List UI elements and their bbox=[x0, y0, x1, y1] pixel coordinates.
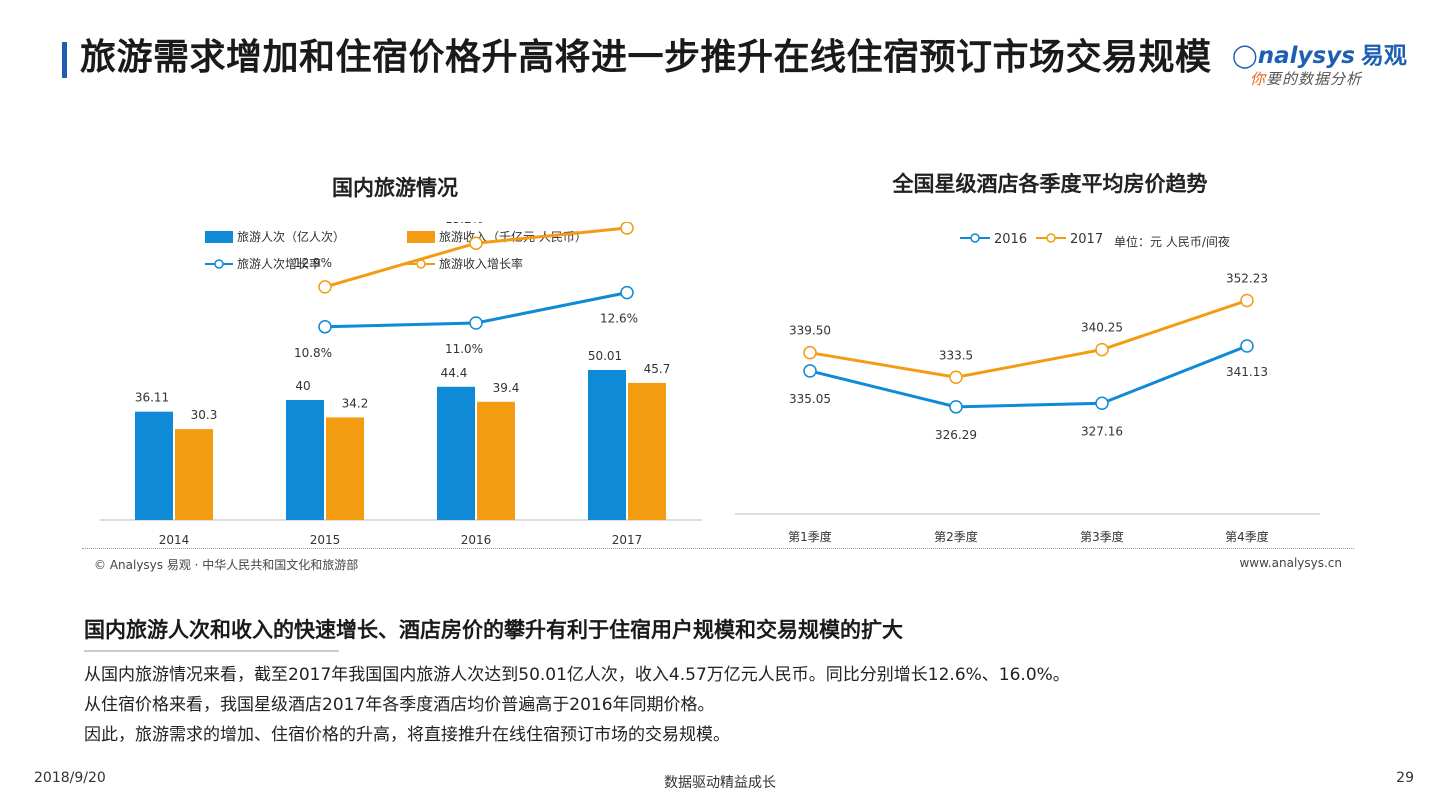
line-point-0-3 bbox=[620, 285, 634, 300]
bar-label-0-2016: 44.4 bbox=[441, 366, 468, 380]
price-point-2016-2 bbox=[949, 400, 963, 414]
source-divider bbox=[82, 548, 1354, 549]
price-line-2017 bbox=[809, 299, 1248, 379]
price-label-2017-1: 339.50 bbox=[789, 324, 831, 338]
line-point-0-1 bbox=[318, 320, 332, 334]
legend-label-3: 旅游收入增长率 bbox=[439, 256, 523, 271]
summary-line-2: 从住宿价格来看，我国星级酒店2017年各季度酒店均价普遍高于2016年同期价格。 bbox=[84, 695, 715, 715]
bar-1-2015 bbox=[326, 417, 364, 520]
price-point-2017-4 bbox=[1240, 293, 1254, 308]
legend-label-1: 旅游收入（千亿元 人民币） bbox=[439, 229, 587, 244]
logo-brand-cn: 易观 bbox=[1360, 43, 1407, 69]
bar-0-2015 bbox=[286, 400, 324, 520]
x-tick-2014: 2014 bbox=[159, 533, 190, 547]
price-label-2016-3: 327.16 bbox=[1081, 424, 1123, 438]
bar-1-2016 bbox=[477, 401, 515, 520]
page-title: 旅游需求增加和住宿价格升高将进一步推升在线住宿预订市场交易规模 bbox=[80, 37, 1212, 78]
legend-swatch-0 bbox=[205, 231, 233, 243]
bar-1-2017 bbox=[628, 382, 666, 520]
price-point-2017-3 bbox=[1095, 342, 1109, 357]
price-label-2017-3: 340.25 bbox=[1081, 321, 1123, 335]
bar-0-2016 bbox=[437, 386, 475, 520]
summary-underline bbox=[84, 650, 339, 652]
line-label-0-1: 10.8% bbox=[294, 346, 332, 360]
bar-label-0-2015: 40 bbox=[295, 379, 310, 393]
price-line-2016 bbox=[809, 344, 1248, 409]
bar-label-0-2014: 36.11 bbox=[135, 391, 169, 405]
x-tick-q1: 第1季度 bbox=[788, 529, 832, 544]
footer-slogan: 数据驱动精益成长 bbox=[664, 775, 776, 791]
website-url[interactable]: www.analysys.cn bbox=[1239, 556, 1342, 570]
price-label-2016-4: 341.13 bbox=[1226, 365, 1268, 379]
x-tick-2017: 2017 bbox=[612, 533, 643, 547]
legend2-marker-1 bbox=[1046, 233, 1056, 243]
line-point-1-3 bbox=[620, 222, 634, 235]
line-point-0-2 bbox=[469, 316, 483, 330]
price-label-2017-4: 352.23 bbox=[1226, 271, 1268, 285]
logo-brand: nalysys bbox=[1257, 43, 1355, 69]
logo-wordmark: ◯nalysys 易观 bbox=[1232, 36, 1407, 70]
unit-note: 单位：元 人民币/间夜 bbox=[1114, 234, 1230, 249]
bar-0-2017 bbox=[588, 369, 626, 520]
price-point-2016-4 bbox=[1240, 339, 1254, 353]
legend-marker-2 bbox=[214, 259, 224, 269]
x-tick-q4: 第4季度 bbox=[1225, 529, 1269, 544]
x-tick-2015: 2015 bbox=[310, 533, 341, 547]
line-label-1-2: 15.2% bbox=[445, 222, 483, 226]
legend2-marker-0 bbox=[970, 233, 980, 243]
price-label-2016-1: 335.05 bbox=[789, 392, 831, 406]
summary-title: 国内旅游人次和收入的快速增长、酒店房价的攀升有利于住宿用户规模和交易规模的扩大 bbox=[84, 618, 903, 642]
price-point-2016-3 bbox=[1095, 396, 1109, 411]
tourism-chart: 旅游人次（亿人次） 旅游收入（千亿元 人民币） 旅游人次增长率 旅游收入增长率 36.1… bbox=[100, 222, 702, 547]
line-label-1-1: 12.9% bbox=[294, 256, 332, 270]
summary-line-1: 从国内旅游情况来看，截至2017年我国国内旅游人次达到50.01亿人次，收入4.… bbox=[84, 665, 1070, 685]
logo-slogan-first: 你 bbox=[1250, 70, 1267, 88]
x-tick-q2: 第2季度 bbox=[934, 529, 978, 544]
logo-slogan: 你要的数据分析 bbox=[1250, 68, 1362, 89]
legend2-label-0: 2016 bbox=[994, 232, 1027, 247]
line-point-1-2 bbox=[469, 236, 483, 250]
bar-label-0-2017: 50.01 bbox=[588, 349, 622, 363]
summary-line-3: 因此，旅游需求的增加、住宿价格的升高，将直接推升在线住宿预订市场的交易规模。 bbox=[84, 725, 730, 745]
legend-label-0: 旅游人次（亿人次） bbox=[237, 229, 345, 244]
bar-label-1-2015: 34.2 bbox=[342, 396, 369, 410]
chart2-title: 全国星级酒店各季度平均房价趋势 bbox=[892, 172, 1208, 196]
page-number: 29 bbox=[1396, 770, 1414, 786]
title-accent-bar bbox=[62, 42, 67, 78]
logo-swoosh-icon: ◯ bbox=[1232, 43, 1258, 69]
line-label-0-3: 12.6% bbox=[600, 312, 638, 326]
bar-1-2014 bbox=[175, 429, 213, 520]
legend-swatch-1 bbox=[407, 231, 435, 243]
price-point-2017-1 bbox=[803, 345, 817, 360]
legend-label-2: 旅游人次增长率 bbox=[237, 256, 321, 271]
line-label-0-2: 11.0% bbox=[445, 342, 483, 356]
source-note: © Analysys 易观 · 中华人民共和国文化和旅游部 bbox=[94, 558, 359, 572]
analysys-logo: ◯nalysys 易观 你要的数据分析 bbox=[1232, 36, 1412, 96]
footer-date: 2018/9/20 bbox=[34, 770, 106, 786]
x-tick-2016: 2016 bbox=[461, 533, 492, 547]
legend2-label-1: 2017 bbox=[1070, 232, 1103, 247]
price-point-2017-2 bbox=[949, 370, 963, 385]
chart1-title: 国内旅游情况 bbox=[332, 176, 458, 200]
price-label-2016-2: 326.29 bbox=[935, 428, 977, 442]
price-point-2016-1 bbox=[803, 364, 817, 378]
bar-0-2014 bbox=[135, 411, 173, 520]
bar-label-1-2014: 30.3 bbox=[191, 408, 218, 422]
bar-label-1-2017: 45.7 bbox=[644, 362, 671, 376]
bar-label-1-2016: 39.4 bbox=[493, 381, 520, 395]
line-point-1-1 bbox=[318, 280, 332, 294]
price-label-2017-2: 333.5 bbox=[939, 348, 973, 362]
logo-slogan-rest: 要的数据分析 bbox=[1266, 70, 1363, 88]
x-tick-q3: 第3季度 bbox=[1080, 529, 1124, 544]
